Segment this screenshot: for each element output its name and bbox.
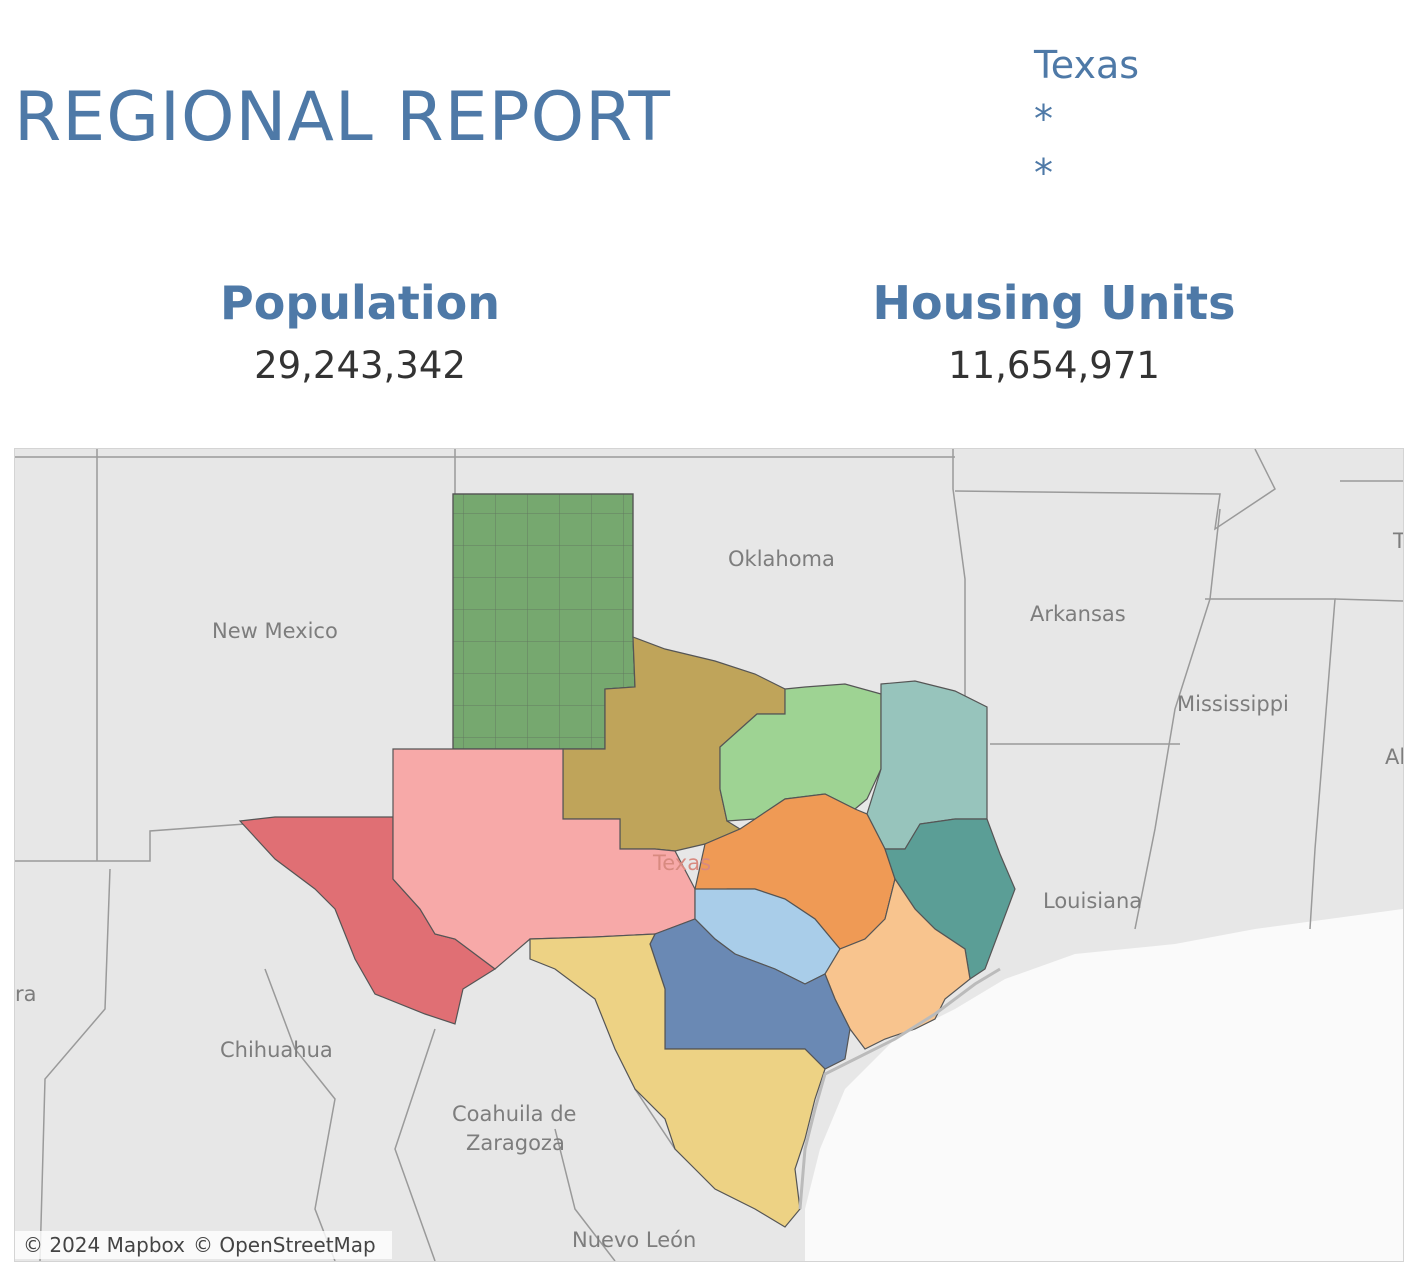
map-label-mississippi: Mississippi: [1177, 692, 1289, 716]
map-label-edge-ra: ra: [15, 982, 37, 1006]
filter-list: Texas * *: [1034, 38, 1139, 200]
texas-regions[interactable]: [238, 493, 1016, 1228]
map-label-arkansas: Arkansas: [1030, 602, 1126, 626]
filter-region[interactable]: *: [1034, 97, 1053, 141]
region-south[interactable]: [529, 933, 826, 1228]
housing-kpi: Housing Units 11,654,971: [754, 276, 1354, 387]
map-label-coahuila: Coahuila de: [452, 1102, 577, 1126]
coastline: [798, 967, 1001, 1210]
region-far-west[interactable]: [238, 816, 497, 1025]
housing-label: Housing Units: [872, 276, 1236, 330]
housing-value: 11,654,971: [948, 344, 1160, 387]
map-attribution: © 2024 Mapbox © OpenStreetMap: [15, 1231, 392, 1259]
map-label-texas: Texas: [653, 851, 712, 875]
map-label-edge-ala: Ala: [1385, 745, 1403, 769]
map-label-zaragoza: Zaragoza: [466, 1131, 565, 1155]
map-canvas[interactable]: [15, 449, 1403, 1261]
region-map[interactable]: Oklahoma New Mexico Arkansas Mississippi…: [14, 448, 1404, 1262]
population-label: Population: [220, 276, 500, 330]
map-label-chihuahua: Chihuahua: [220, 1038, 333, 1062]
population-value: 29,243,342: [254, 344, 466, 387]
filter-state[interactable]: Texas: [1034, 43, 1140, 87]
page-title: REGIONAL REPORT: [14, 78, 671, 157]
map-label-new-mexico: New Mexico: [212, 619, 338, 643]
population-kpi: Population 29,243,342: [60, 276, 660, 387]
map-label-nuevo-leon: Nuevo León: [572, 1228, 697, 1252]
state-borders: [15, 449, 1403, 1261]
mapbox-attribution[interactable]: © 2024 Mapbox: [23, 1233, 185, 1257]
map-label-oklahoma: Oklahoma: [728, 547, 835, 571]
map-label-louisiana: Louisiana: [1043, 889, 1143, 913]
filter-county[interactable]: *: [1034, 151, 1053, 195]
region-gulf-coast[interactable]: [824, 877, 971, 1050]
osm-attribution[interactable]: © OpenStreetMap: [192, 1233, 376, 1257]
gulf-water: [805, 909, 1403, 1261]
map-label-edge-t: T: [1393, 529, 1403, 553]
